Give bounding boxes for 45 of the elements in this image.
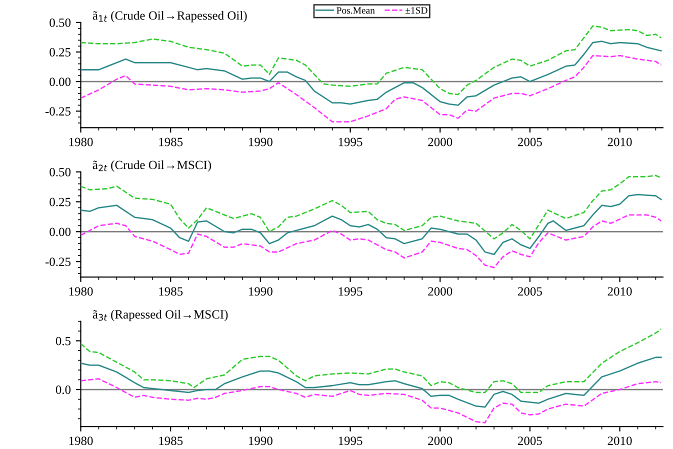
x-tick-label: 2000 [428, 287, 452, 296]
x-tick-label: 2010 [608, 287, 632, 296]
legend-label: Pos.Mean [336, 7, 375, 14]
y-tick-label: 0.25 [50, 198, 71, 206]
x-tick-label: 2005 [518, 287, 542, 296]
y-tick-label: 0.25 [50, 48, 71, 57]
line-series [80, 54, 662, 122]
y-tick-label: -0.25 [45, 107, 71, 116]
x-tick-label: 2000 [428, 138, 452, 146]
line-series [80, 194, 662, 256]
line-series [80, 174, 662, 240]
x-tick-label: 1985 [159, 138, 183, 146]
x-tick-label: 1990 [249, 287, 272, 296]
x-tick-label: 1980 [69, 436, 93, 446]
x-tick-label: 1990 [249, 436, 272, 446]
y-tick-label: 0.5 [56, 336, 71, 346]
x-tick-label: 2010 [608, 436, 632, 446]
y-tick-label: 0.00 [50, 78, 71, 86]
x-tick-label: 2010 [608, 138, 632, 146]
x-tick-label: 2005 [518, 436, 542, 446]
line-series [80, 40, 662, 106]
chart-title: ã$_{1t}$ (Crude Oil→Rapessed Oil) [92, 10, 247, 22]
x-tick-label: 1995 [338, 436, 362, 446]
line-series [80, 25, 662, 96]
legend-label: ±1SD [406, 7, 428, 14]
chart-title: ã$_{2t}$ (Crude Oil→MSCI) [92, 160, 212, 172]
y-tick-label: 0.50 [50, 168, 71, 176]
chart-title: ã$_{3t}$ (Rapessed Oil→MSCI) [92, 310, 228, 322]
y-tick-label: 0.50 [50, 18, 71, 27]
line-series [80, 356, 662, 408]
x-tick-label: 1980 [69, 287, 93, 296]
x-tick-label: 1995 [338, 138, 362, 146]
x-tick-label: 1985 [159, 436, 183, 446]
x-tick-label: 1990 [249, 138, 272, 146]
line-series [80, 328, 662, 394]
x-tick-label: 1980 [69, 138, 93, 146]
line-series [80, 214, 662, 268]
y-tick-label: 0.00 [50, 228, 71, 236]
y-tick-label: 0.0 [56, 386, 71, 394]
x-tick-label: 1995 [338, 287, 362, 296]
x-tick-label: 2000 [428, 436, 452, 446]
line-series [80, 378, 662, 424]
y-tick-label: -0.25 [45, 258, 71, 266]
x-tick-label: 2005 [518, 138, 542, 146]
x-tick-label: 1985 [159, 287, 183, 296]
